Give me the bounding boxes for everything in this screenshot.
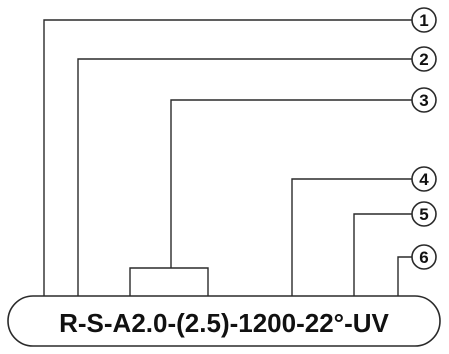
callout-number-1: 1: [419, 11, 428, 30]
callout-circle-2: [411, 46, 437, 72]
callout-number-5: 5: [419, 205, 428, 224]
leader-line-5: [353, 213, 412, 296]
callout-5: 5: [411, 201, 437, 227]
code-box: [7, 295, 441, 347]
callout-number-3: 3: [419, 91, 428, 110]
callout-circle-5: [411, 201, 437, 227]
callout-1: 1: [411, 7, 437, 33]
callout-circle-3: [411, 87, 437, 113]
callout-number-6: 6: [419, 248, 428, 267]
callout-3: 3: [411, 87, 437, 113]
callout-number-4: 4: [419, 170, 429, 189]
leader-line-4: [291, 178, 412, 296]
callout-number-2: 2: [419, 50, 428, 69]
callout-circle-4: [411, 166, 437, 192]
leader-line-2: [77, 58, 412, 296]
callout-2: 2: [411, 46, 437, 72]
callout-circle-6: [411, 244, 437, 270]
leader-line-3: [170, 99, 412, 268]
callout-6: 6: [411, 244, 437, 270]
callout-circle-1: [411, 7, 437, 33]
callout-4: 4: [411, 166, 437, 192]
leader-line-1: [43, 19, 412, 296]
product-code: R-S-A2.0-(2.5)-1200-22°-UV: [59, 308, 389, 338]
section-bracket: [129, 267, 209, 296]
leader-line-6: [397, 256, 412, 296]
